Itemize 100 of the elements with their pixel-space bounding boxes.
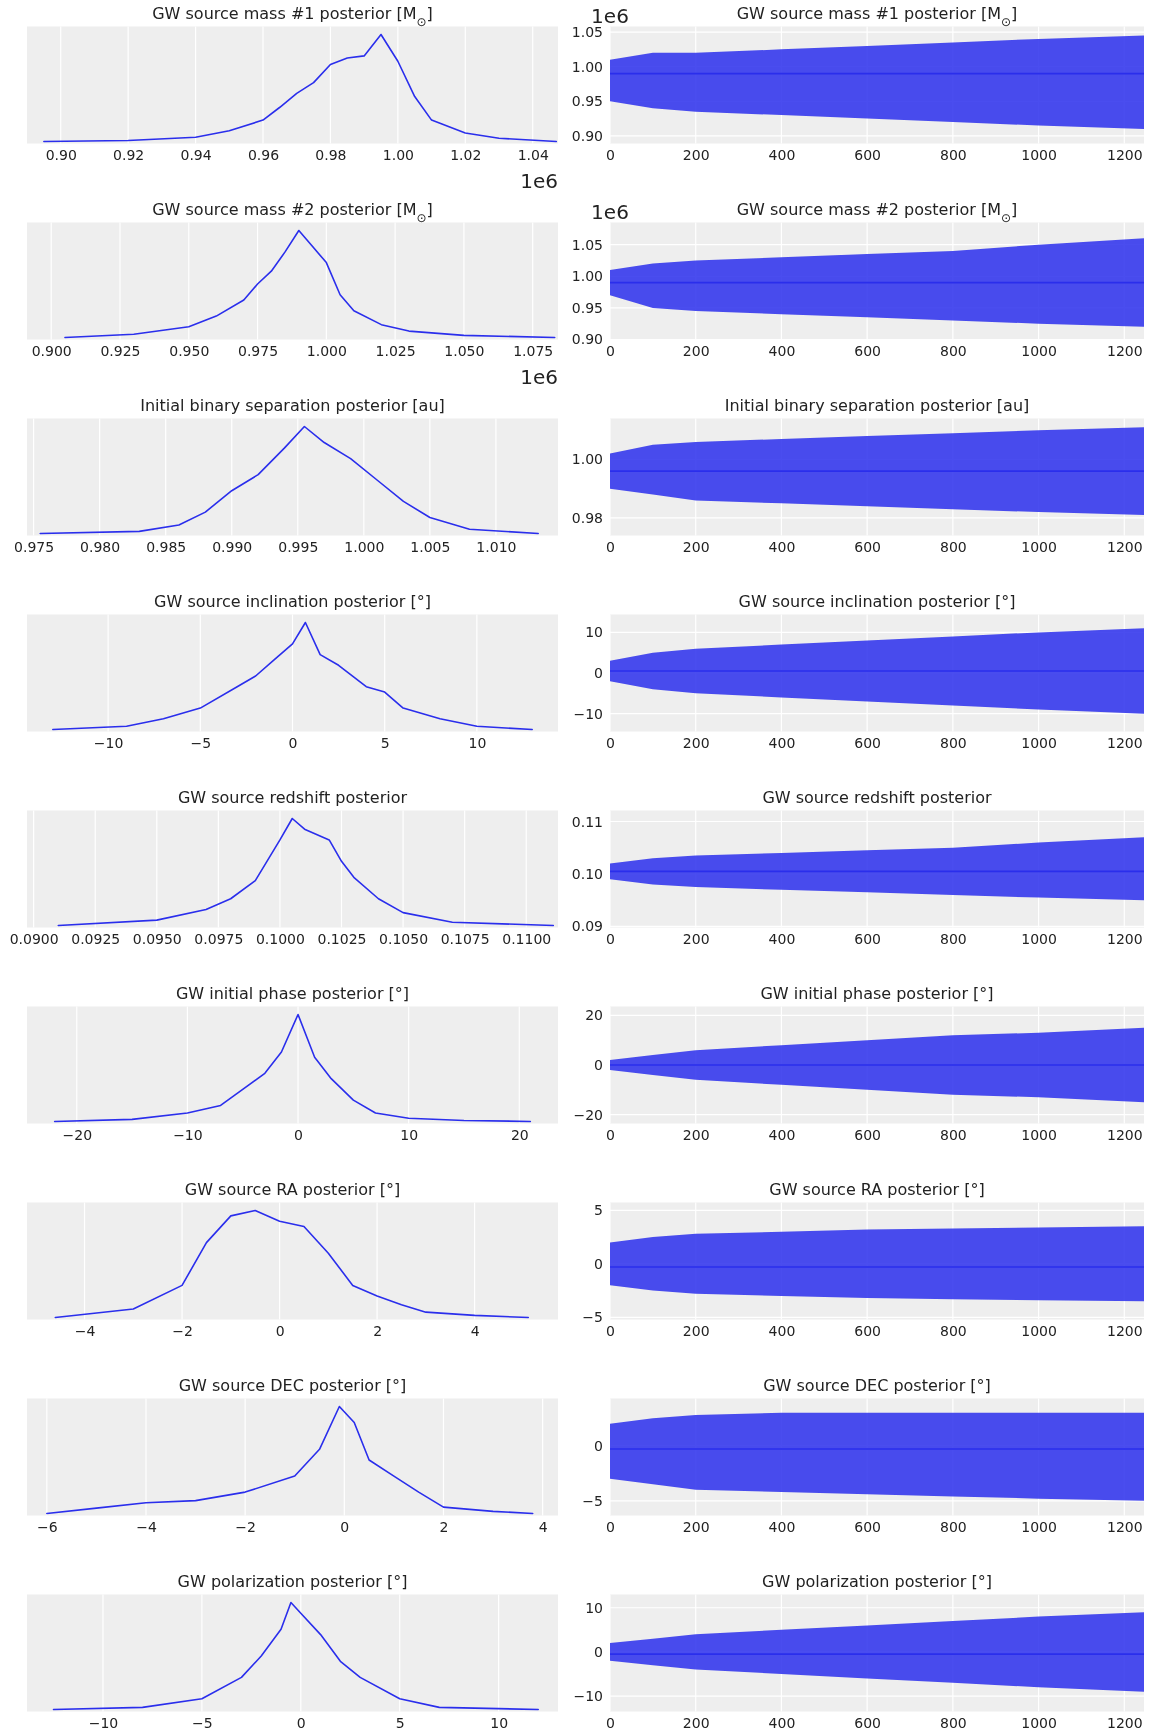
y-tick-label: 0.95 xyxy=(571,299,603,316)
y-tick-label: 0 xyxy=(594,1255,603,1272)
x-tick-label: 0 xyxy=(606,1127,615,1144)
x-tick-label: 1.005 xyxy=(410,539,451,556)
x-tick-label: 2 xyxy=(373,1323,383,1340)
y-tick-label: 0.11 xyxy=(571,813,603,830)
chart-title: GW source DEC posterior [°] xyxy=(763,1375,991,1395)
y-tick-label: 0.10 xyxy=(571,865,603,882)
x-tick-label: 1.050 xyxy=(444,343,485,360)
x-tick-label: 0 xyxy=(296,1715,306,1731)
x-tick-label: 400 xyxy=(768,539,796,556)
x-tick-label: 0 xyxy=(606,1519,615,1536)
x-tick-label: 1.000 xyxy=(306,343,347,360)
x-tick-label: 0 xyxy=(606,147,615,164)
chart-title: GW source RA posterior [°] xyxy=(769,1179,985,1199)
chart-title: GW source mass #1 posterior [M$_{⊙}$] xyxy=(152,3,433,29)
x-tick-label: 0 xyxy=(606,539,615,556)
x-tick-label: −2 xyxy=(235,1519,256,1536)
x-tick-label: 0.1025 xyxy=(317,931,367,948)
x-tick-label: 0.925 xyxy=(100,343,141,360)
x-tick-label: 200 xyxy=(682,539,710,556)
y-tick-label: 0 xyxy=(594,1643,603,1660)
chart-title: GW source mass #2 posterior [M$_{⊙}$] xyxy=(736,199,1018,225)
x-tick-label: 800 xyxy=(939,539,967,556)
y-tick-label: 0 xyxy=(594,1437,603,1454)
x-tick-label: 1200 xyxy=(1106,1323,1143,1340)
x-tick-label: 1.000 xyxy=(344,539,385,556)
x-tick-label: −2 xyxy=(172,1323,193,1340)
x-tick-label: 1200 xyxy=(1106,147,1143,164)
x-tick-label: 0.1075 xyxy=(440,931,490,948)
x-tick-label: 0 xyxy=(275,1323,285,1340)
x-tick-label: 800 xyxy=(939,1519,967,1536)
x-tick-label: −10 xyxy=(88,1715,119,1731)
x-tick-label: 0.985 xyxy=(146,539,187,556)
y-tick-label: −5 xyxy=(582,1309,603,1326)
y-tick-label: 0.95 xyxy=(571,93,603,110)
y-tick-label: −10 xyxy=(573,705,603,722)
y-tick-label: 10 xyxy=(585,1599,603,1616)
x-tick-label: 1000 xyxy=(1021,343,1057,360)
x-tick-label: 0.1100 xyxy=(502,931,552,948)
x-tick-label: 0.96 xyxy=(247,147,280,164)
x-tick-label: 4 xyxy=(470,1323,480,1340)
y-tick-label: 1.00 xyxy=(571,58,603,75)
x-tick-label: 0 xyxy=(340,1519,350,1536)
x-tick-label: 1000 xyxy=(1021,147,1057,164)
x-tick-label: 400 xyxy=(768,1519,796,1536)
x-tick-label: 1000 xyxy=(1021,1519,1057,1536)
y-tick-label: 10 xyxy=(585,624,603,641)
x-tick-label: 400 xyxy=(768,1127,796,1144)
x-tick-label: −4 xyxy=(74,1323,96,1340)
x-tick-label: 1.04 xyxy=(517,147,549,164)
x-tick-label: 800 xyxy=(939,1715,967,1731)
x-tick-label: 400 xyxy=(768,735,796,752)
chart-title: Initial binary separation posterior [au] xyxy=(140,395,445,415)
x-tick-label: 200 xyxy=(682,1519,710,1536)
y-tick-label: 0.90 xyxy=(571,127,603,144)
chart-title: GW source RA posterior [°] xyxy=(184,1179,401,1199)
x-tick-label: 1000 xyxy=(1021,735,1057,752)
y-tick-label: 0.90 xyxy=(571,331,603,348)
x-tick-label: 1200 xyxy=(1106,343,1143,360)
x-tick-label: 600 xyxy=(854,147,882,164)
x-tick-label: −6 xyxy=(37,1519,58,1536)
x-tick-label: −5 xyxy=(190,735,212,752)
x-tick-label: 0.0900 xyxy=(9,931,59,948)
x-tick-label: 800 xyxy=(939,735,967,752)
x-tick-label: 0 xyxy=(606,1715,615,1731)
chart-title: GW polarization posterior [°] xyxy=(177,1571,408,1591)
x-tick-label: 200 xyxy=(682,1715,710,1731)
y-tick-label: 1.00 xyxy=(571,451,603,468)
x-tick-label: 0 xyxy=(294,1127,303,1144)
x-tick-label: 0.94 xyxy=(180,147,212,164)
x-tick-label: 800 xyxy=(939,147,967,164)
y-tick-label: 0.09 xyxy=(571,918,603,935)
x-tick-label: 10 xyxy=(490,1715,509,1731)
y-tick-label: 1.00 xyxy=(571,268,603,285)
x-tick-label: 600 xyxy=(854,1519,882,1536)
y-tick-label: 0.98 xyxy=(571,509,603,526)
x-tick-label: 20 xyxy=(510,1127,529,1144)
x-tick-label: 0 xyxy=(606,1323,615,1340)
y-tick-label: −5 xyxy=(582,1492,603,1509)
x-tick-label: −5 xyxy=(192,1715,213,1731)
x-tick-label: 0.1000 xyxy=(255,931,305,948)
x-tick-label: 400 xyxy=(768,147,796,164)
x-tick-label: 400 xyxy=(768,343,796,360)
x-tick-label: 600 xyxy=(854,931,882,948)
x-tick-label: 200 xyxy=(682,1127,710,1144)
x-tick-label: 4 xyxy=(538,1519,548,1536)
x-tick-label: 1000 xyxy=(1021,931,1057,948)
x-tick-label: 1.02 xyxy=(450,147,482,164)
x-tick-label: 400 xyxy=(768,931,796,948)
chart-title: GW source redshift posterior xyxy=(177,787,408,807)
x-tick-label: 200 xyxy=(682,343,710,360)
x-tick-label: 1.025 xyxy=(375,343,416,360)
x-tick-label: 0 xyxy=(606,735,615,752)
x-tick-label: 600 xyxy=(854,1127,882,1144)
x-tick-label: 0.995 xyxy=(278,539,319,556)
chart-title: GW polarization posterior [°] xyxy=(762,1571,992,1591)
x-tick-label: 1000 xyxy=(1021,1323,1057,1340)
x-tick-label: 600 xyxy=(854,735,882,752)
x-tick-label: 0.975 xyxy=(14,539,55,556)
